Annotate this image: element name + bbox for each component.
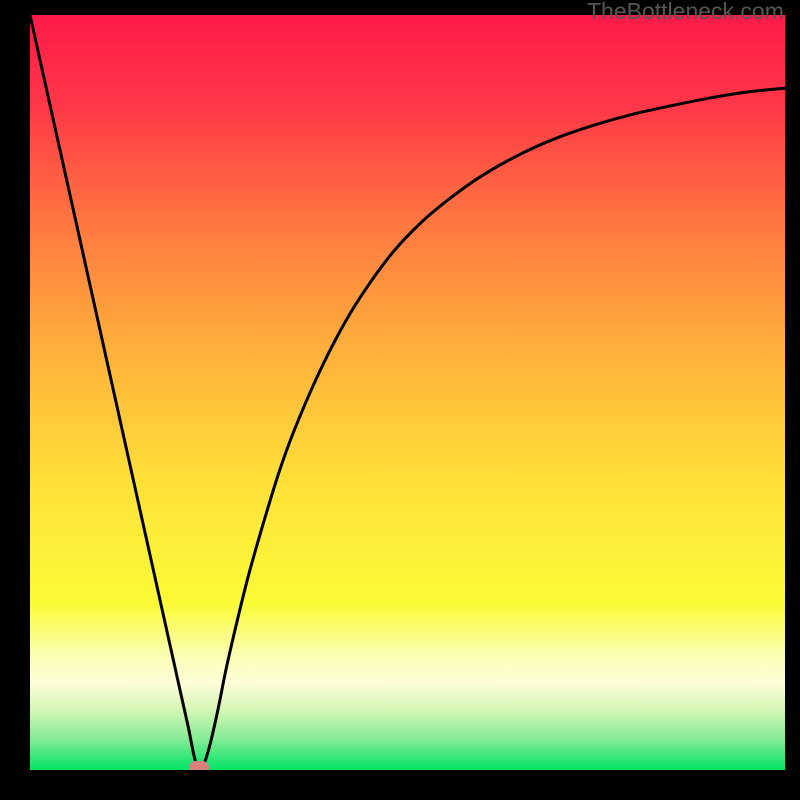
chart-container: TheBottleneck.com (0, 0, 800, 800)
watermark-text: TheBottleneck.com (587, 0, 784, 25)
bottleneck-curve (30, 15, 785, 769)
curve-layer (30, 15, 785, 770)
plot-area (30, 15, 785, 770)
optimum-marker (189, 761, 209, 770)
